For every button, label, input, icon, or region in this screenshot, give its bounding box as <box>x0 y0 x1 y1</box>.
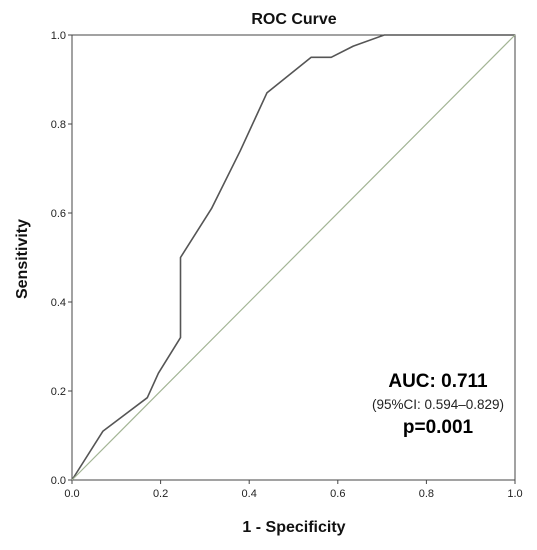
x-tick-label: 1.0 <box>507 488 522 500</box>
x-tick-label: 0.2 <box>153 488 168 500</box>
y-tick-label: 0.2 <box>51 386 66 398</box>
y-tick-label: 0.6 <box>51 208 66 220</box>
y-tick-label: 0.0 <box>51 475 66 487</box>
x-tick-label: 0.4 <box>242 488 257 500</box>
x-tick-label: 0.8 <box>419 488 434 500</box>
reference-diagonal-line <box>71 34 516 481</box>
y-tick-label: 0.4 <box>51 297 66 309</box>
chart-title: ROC Curve <box>251 11 336 28</box>
x-axis-label: 1 - Specificity <box>242 519 345 536</box>
roc-curve-line <box>71 34 515 481</box>
x-tick-label: 0.0 <box>64 488 79 500</box>
p-value-annotation: p=0.001 <box>403 417 474 438</box>
y-tick-label: 1.0 <box>51 30 66 42</box>
x-tick-label: 0.6 <box>330 488 345 500</box>
y-tick-label: 0.8 <box>51 119 66 131</box>
ci-annotation: (95%CI: 0.594–0.829) <box>372 397 504 412</box>
plot-area-frame <box>71 34 516 481</box>
auc-annotation: AUC: 0.711 <box>388 371 488 392</box>
y-axis-label: Sensitivity <box>14 219 31 299</box>
